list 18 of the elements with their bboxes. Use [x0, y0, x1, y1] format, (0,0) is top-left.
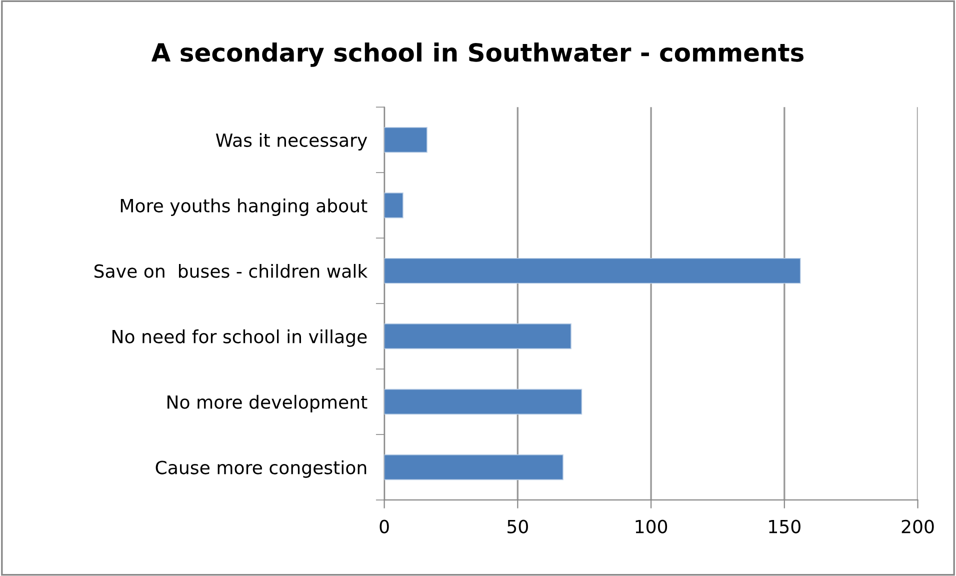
y-tick-label: Save on buses - children walk: [94, 264, 368, 278]
x-tick-label: 0: [380, 520, 389, 534]
x-tick-label: 150: [769, 520, 800, 534]
bar: [384, 388, 582, 415]
bar: [384, 258, 801, 284]
y-tick-label: No more development: [168, 394, 368, 412]
x-tick-label: 100: [636, 520, 668, 534]
y-tick-label: No need for school in village: [112, 329, 367, 347]
y-tick-label: Was it necessary: [216, 133, 368, 150]
x-tick-label: 200: [902, 520, 934, 534]
y-tick-label: Cause more congestion: [156, 460, 366, 478]
bar: [384, 323, 572, 350]
bar: [384, 454, 564, 480]
y-tick-label: More youths hanging about: [120, 198, 368, 216]
bar: [384, 127, 428, 153]
x-tick-label: 50: [508, 520, 528, 534]
bar: [384, 192, 404, 218]
chart-title: A secondary school in Southwater - comments: [151, 42, 804, 67]
